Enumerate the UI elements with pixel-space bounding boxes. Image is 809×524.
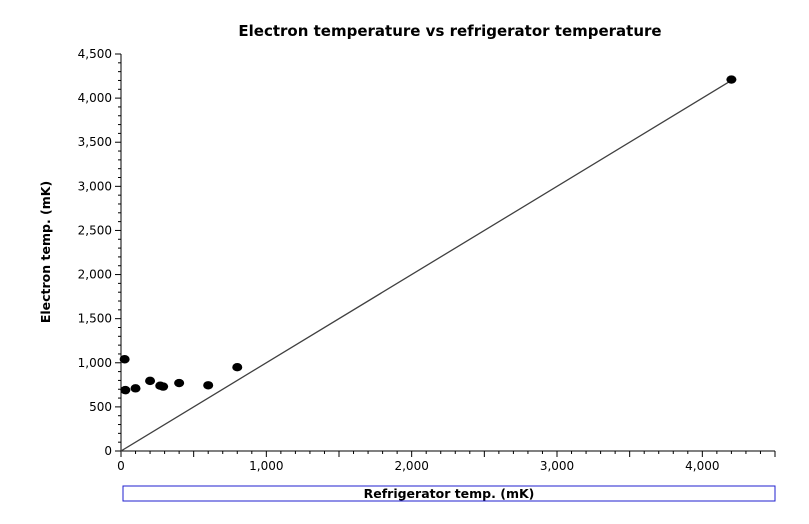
- y-tick-label: 3,000: [78, 179, 112, 193]
- data-point: [726, 75, 737, 84]
- x-tick-label: 2,000: [394, 459, 428, 473]
- y-axis-title: Electron temp. (mK): [38, 181, 53, 323]
- x-tick-label: 4,000: [685, 459, 719, 473]
- y-tick-label: 500: [89, 400, 112, 414]
- series: [119, 75, 737, 452]
- data-point: [203, 381, 214, 390]
- data-point: [119, 355, 130, 364]
- x-tick-label: 3,000: [540, 459, 574, 473]
- y-tick-label: 2,500: [78, 223, 112, 237]
- y-tick-label: 4,500: [78, 47, 112, 61]
- data-point: [232, 362, 243, 372]
- data-point: [120, 385, 131, 395]
- axes: [120, 54, 775, 452]
- y-tick-label: 4,000: [78, 91, 112, 105]
- x-tick-label: 0: [117, 459, 125, 473]
- y-tick-label: 2,000: [78, 268, 112, 282]
- y-tick-label: 3,500: [78, 135, 112, 149]
- y-tick-label: 1,500: [78, 312, 112, 326]
- x-axis-title: Refrigerator temp. (mK): [364, 486, 535, 501]
- y-tick-label: 1,000: [78, 356, 112, 370]
- chart-title: Electron temperature vs refrigerator tem…: [238, 22, 661, 40]
- ticks: 0 500 1,000 1,500 2,000 2,500 3,000 3,500 4,000 4…: [78, 47, 776, 473]
- data-point: [158, 382, 169, 391]
- data-point: [130, 384, 141, 393]
- data-point: [145, 376, 156, 386]
- reference-line: [120, 79, 732, 452]
- x-tick-label: 1,000: [249, 459, 283, 473]
- y-tick-label: 0: [104, 444, 112, 458]
- x-axis-title-box: [122, 485, 776, 502]
- data-point: [174, 378, 185, 388]
